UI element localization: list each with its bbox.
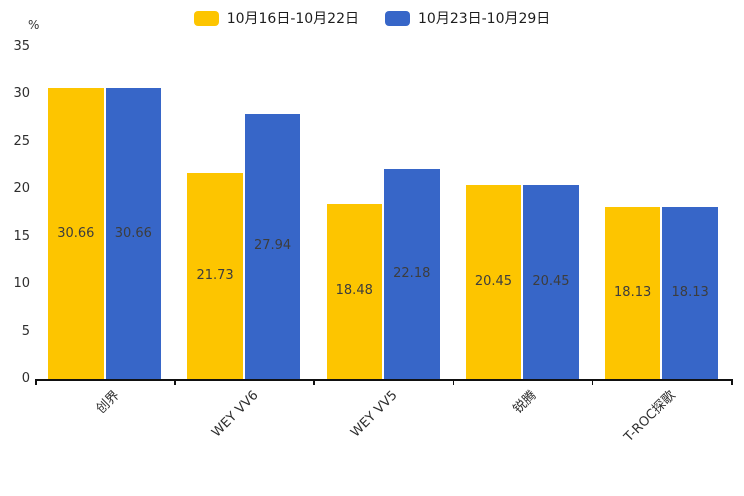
- x-axis-tick: [174, 379, 176, 385]
- legend-label-week2: 10月23日-10月29日: [418, 11, 551, 27]
- bar-10月16日-10月22日-锐腾: [465, 185, 522, 379]
- bar-value-label: 18.13: [614, 285, 652, 300]
- x-axis-tick: [731, 379, 733, 385]
- legend-item-week1[interactable]: 10月16日-10月22日: [193, 8, 359, 28]
- y-tick-label: 0: [21, 371, 30, 386]
- y-tick-label: 5: [21, 323, 30, 339]
- bar-10月16日-10月22日-WEY VV5: [326, 203, 382, 379]
- y-axis-unit-label: %: [28, 18, 40, 32]
- bar-10月23日-10月29日-T-ROC探歌: [662, 207, 718, 379]
- x-axis-tick: [35, 379, 37, 385]
- bar-10月23日-10月29日-创界: [105, 88, 162, 379]
- bar-value-label: 21.73: [196, 267, 234, 283]
- legend-swatch-week1-icon: [193, 10, 219, 26]
- bar-10月16日-10月22日-创界: [48, 88, 104, 379]
- bar-10月23日-10月29日-锐腾: [523, 185, 579, 379]
- y-tick-label: 25: [13, 133, 30, 149]
- x-category-label-T-ROC探歌: T-ROC探歌: [621, 388, 679, 446]
- bar-value-label: 18.13: [671, 285, 709, 300]
- legend: 10月16日-10月22日 10月23日-10月29日: [0, 8, 744, 28]
- x-category-label-WEY VV6: WEY VV6: [208, 388, 262, 441]
- legend-swatch-week2-icon: [385, 10, 410, 26]
- y-tick-label: 35: [13, 39, 30, 54]
- bar-value-label: 27.94: [253, 238, 292, 254]
- bar-value-label: 20.45: [532, 274, 570, 289]
- y-tick-label: 10: [13, 276, 30, 292]
- bar-10月23日-10月29日-WEY VV5: [384, 168, 440, 379]
- legend-label-week1: 10月16日-10月22日: [226, 11, 359, 27]
- bar-value-label: 18.48: [335, 283, 373, 299]
- y-tick-label: 30: [13, 86, 30, 102]
- bar-value-label: 30.66: [114, 225, 152, 241]
- y-tick-label: 20: [13, 181, 30, 197]
- bar-10月23日-10月29日-WEY VV6: [244, 113, 301, 379]
- bar-value-label: 30.66: [57, 225, 95, 241]
- bar-10月16日-10月22日-T-ROC探歌: [604, 207, 661, 379]
- bar-value-label: 20.45: [474, 274, 513, 289]
- x-category-label-锐腾: 锐腾: [510, 388, 540, 418]
- x-axis-tick: [452, 379, 455, 385]
- legend-item-week2[interactable]: 10月23日-10月29日: [385, 8, 550, 28]
- x-axis-tick: [313, 379, 315, 385]
- x-category-label-WEY VV5: WEY VV5: [348, 388, 401, 441]
- x-axis-line: [35, 379, 731, 381]
- bar-10月16日-10月22日-WEY VV6: [187, 172, 243, 379]
- x-axis-tick: [591, 379, 594, 385]
- x-category-label-创界: 创界: [93, 388, 123, 418]
- y-tick-label: 15: [13, 228, 30, 244]
- bar-value-label: 22.18: [393, 265, 431, 281]
